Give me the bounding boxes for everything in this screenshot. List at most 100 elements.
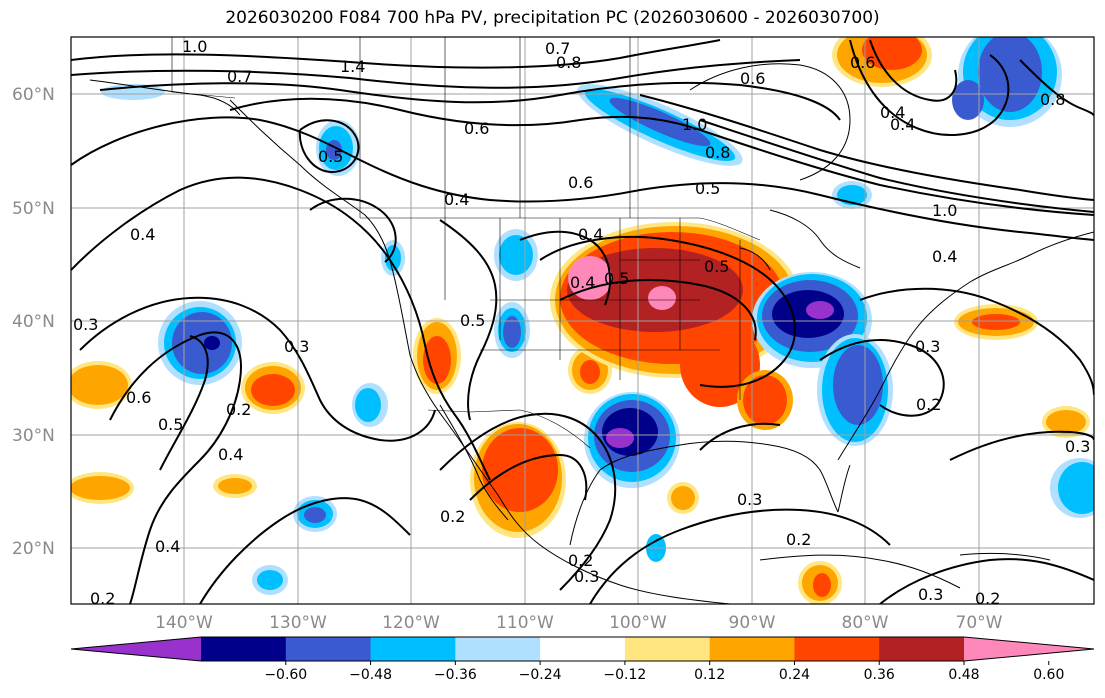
precip-blob (972, 314, 1020, 330)
contour-label: 1.4 (340, 57, 365, 76)
precip-blob (671, 486, 695, 510)
contour-label: 0.7 (545, 39, 570, 58)
precip-blob (609, 97, 711, 147)
contour-label: 0.3 (73, 315, 98, 334)
contour-label: 0.2 (975, 589, 1000, 608)
colorbar-tick-label: −0.24 (519, 667, 562, 683)
cuba (759, 554, 961, 589)
precip-blob (218, 478, 252, 494)
pv-contour (879, 558, 1094, 604)
colorbar-segment (709, 637, 795, 661)
precip-blob (304, 507, 326, 523)
colorbar-segment (285, 637, 372, 661)
precip-blob (503, 316, 521, 348)
precip-blob (568, 256, 612, 300)
pv-contour (298, 119, 360, 174)
contour-label: 0.4 (890, 115, 915, 134)
colorbar-tick-label: 0.36 (864, 667, 895, 683)
colorbar-extend-high (964, 637, 1094, 661)
precip-blob (743, 375, 787, 425)
colorbar-segment (201, 637, 287, 661)
precip-blob (952, 80, 984, 120)
contour-label: 0.6 (740, 69, 765, 88)
lat-tick-label: 50°N (12, 199, 55, 219)
lat-tick-label: 40°N (12, 312, 55, 332)
precip-blob (499, 235, 533, 275)
chart-title: 2026030200 F084 700 hPa PV, precipitatio… (225, 8, 880, 28)
contour-label: 0.3 (284, 337, 309, 356)
lon-tick-label: 80°W (842, 613, 889, 633)
florida (837, 464, 851, 513)
pv-contour (439, 412, 617, 591)
contour-label: 0.5 (460, 311, 485, 330)
precip-blob (71, 365, 128, 405)
contour-label: 0.6 (568, 173, 593, 192)
contour-label: 0.4 (578, 225, 603, 244)
contour-label-group: 1.0 0.7 1.4 0.7 0.8 0.6 0.5 0.6 0.4 0.4 … (73, 37, 1090, 608)
pv-contour (71, 176, 491, 481)
contour-label: 0.7 (227, 67, 252, 86)
lon-tick-label: 130°W (269, 613, 327, 633)
colorbar-segment (794, 637, 880, 661)
colorbar-segment (455, 637, 541, 661)
contour-label: 1.0 (682, 115, 707, 134)
pv-contour (869, 39, 958, 102)
precip-blob (648, 286, 676, 310)
coastlines (89, 63, 1094, 604)
colorbar-tick-label: −0.48 (349, 667, 392, 683)
lat-tick-label: 20°N (12, 539, 55, 559)
colorbar-segment (879, 637, 965, 661)
precip-blob (257, 570, 283, 590)
pv-contour (309, 197, 397, 263)
baja-coast (439, 404, 509, 521)
pv-contour (639, 94, 1094, 201)
contour-label: 0.5 (158, 415, 183, 434)
pv-contour (859, 287, 1094, 396)
colorbar-outline (70, 636, 1095, 662)
pv-contour (1019, 59, 1094, 117)
lat-tick-label: 60°N (12, 85, 55, 105)
pv-contour (469, 453, 588, 501)
pv-contour (199, 497, 411, 604)
pv-contour (819, 339, 945, 417)
precip-blob (385, 245, 401, 271)
lat-axis: 60°N 50°N 40°N 30°N 20°N (12, 85, 55, 559)
colorbar: −0.60 −0.48 −0.36 −0.24 −0.12 0.12 0.24 0.36 0.4… (70, 636, 1095, 683)
great-lakes (739, 209, 861, 271)
hudson-bay (689, 63, 851, 181)
pv-contour (699, 422, 781, 451)
contour-label: 0.6 (464, 119, 489, 138)
us-canada-border (360, 217, 761, 241)
colorbar-tick-label: 0.24 (779, 667, 810, 683)
pv-contour (439, 219, 498, 421)
contour-label: 0.3 (574, 567, 599, 586)
contour-label: 0.4 (444, 190, 469, 209)
colorbar-tick-label: −0.60 (264, 667, 307, 683)
lon-tick-label: 140°W (155, 613, 213, 633)
precip-blob (606, 428, 634, 448)
precip-blob (423, 336, 451, 384)
pacific-coast (229, 99, 731, 604)
us-mexico-border (427, 409, 591, 449)
contour-label: 0.4 (932, 247, 957, 266)
pv-contour (109, 331, 242, 604)
pv-contour (71, 116, 1094, 241)
contour-label: 0.2 (568, 551, 593, 570)
pv-contour (71, 59, 801, 89)
pv-contour (79, 296, 436, 442)
contour-label: 0.2 (90, 589, 115, 608)
pv-contour (589, 508, 891, 604)
pv-contour (71, 39, 721, 69)
contour-label: 0.5 (704, 257, 729, 276)
precip-blob (355, 388, 381, 422)
contour-label: 0.2 (440, 507, 465, 526)
contour-label: 0.5 (695, 179, 720, 198)
plot-frame (70, 36, 1095, 605)
precip-shading (71, 37, 1094, 604)
contour-label: 0.4 (880, 103, 905, 122)
lon-axis: 140°W 130°W 120°W 110°W 100°W 90°W 80°W … (155, 613, 1003, 633)
colorbar-tick-label: 0.48 (948, 667, 979, 683)
precip-blob (482, 428, 558, 512)
lon-tick-label: 100°W (609, 613, 667, 633)
